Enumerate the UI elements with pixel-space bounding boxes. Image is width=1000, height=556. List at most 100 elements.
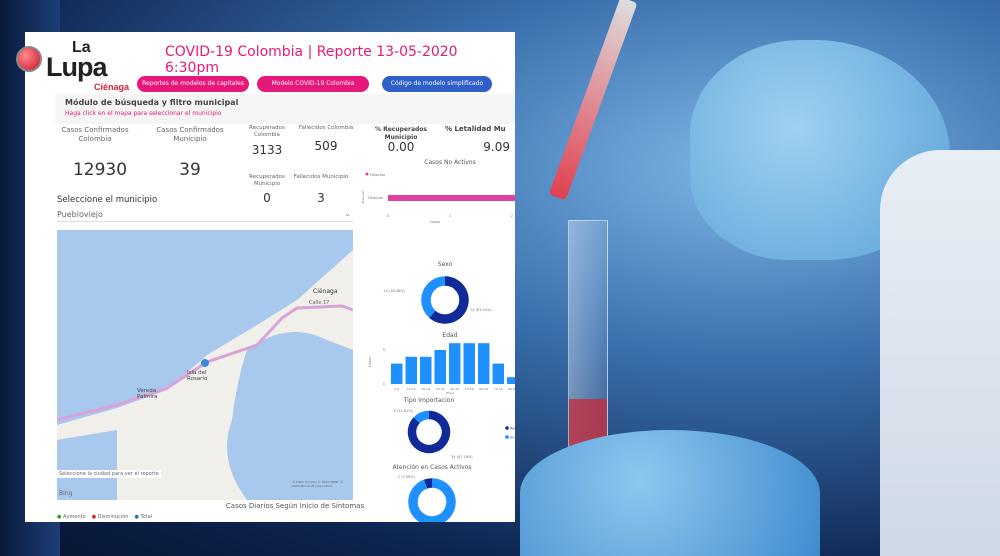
data-label: 34 (87.18%) — [451, 455, 473, 459]
bar — [391, 363, 403, 384]
map-label: Ciénaga — [313, 288, 338, 295]
x-tick: 1 — [449, 214, 451, 218]
kpi-label: Fallecidos Colombia — [298, 125, 354, 131]
capitales-report-button[interactable]: Reportes de modelos de capitales — [137, 76, 249, 92]
donut-slice — [407, 410, 451, 454]
kpi-value: 9.09 — [483, 140, 510, 154]
chart-title: Atención en Casos Activos — [393, 464, 472, 471]
data-label: 5 (12.82%) — [394, 409, 414, 413]
pipette — [548, 0, 638, 201]
x-axis-label: Edad — [446, 391, 454, 395]
x-axis-label: Casos — [430, 220, 441, 224]
la-lupa-logo: La Lupa Ciénaga — [12, 40, 142, 94]
kpi-label: Casos Confirmados Colombia — [61, 126, 129, 144]
logo-line1: La — [72, 39, 91, 56]
bar — [449, 343, 461, 384]
bar — [420, 356, 432, 384]
donut-slice — [408, 478, 456, 522]
kpi-label: Fallecidos Municipio — [293, 174, 349, 180]
municipality-label: Seleccione el municipio — [57, 195, 158, 205]
logo-line3: Ciénaga — [94, 82, 130, 92]
legend-item: ● Total — [134, 514, 153, 520]
covid-model-button[interactable]: Modelo COVID-19 Colombia — [257, 76, 369, 92]
y-tick: 0 — [383, 382, 385, 386]
kpi-label: Casos Confirmados Municipio — [156, 126, 224, 144]
x-tick: 0 — [387, 214, 389, 218]
kpi-value: 3 — [317, 191, 325, 205]
kpi-value: 0 — [263, 191, 271, 205]
map-label: Calle 17 — [309, 300, 330, 306]
charts-area: Casos No Activos Fallecido Fallecido 0 1 2 Cas… — [361, 159, 515, 522]
daily-chart-title: Casos Diarios Según Inicio de Síntomas — [225, 502, 365, 510]
donut-slice — [429, 276, 469, 324]
x-tick: 2 — [511, 214, 513, 218]
kpi-value: 39 — [179, 160, 201, 180]
map[interactable]: Ciénaga Calle 17 Isla del Rosario Vereda… — [57, 230, 353, 500]
dropdown-value: Puebloviejo — [57, 210, 103, 219]
page-title: COVID-19 Colombia | Reporte 13-05-2020 6… — [165, 44, 458, 76]
data-label: 2 (5.56%) — [398, 475, 416, 479]
logo-line2: Lupa — [46, 52, 107, 82]
dashboard: COVID-19 Colombia | Reporte 13-05-2020 6… — [25, 32, 515, 522]
legend-swatch — [505, 426, 509, 430]
kpi-value: 12930 — [72, 160, 128, 180]
donut-slice — [413, 410, 430, 424]
chart-title: Tipo Importacion — [403, 397, 455, 404]
donut-slice — [421, 276, 446, 318]
y-axis-label: Casos — [368, 357, 372, 368]
bar — [463, 343, 475, 384]
module-subtitle: Haga click en el mapa para seleccionar e… — [65, 110, 222, 117]
kpi-label: Recuperados Municipio — [249, 174, 285, 188]
legend-label: Relac — [510, 427, 515, 431]
kpi-value: 509 — [314, 139, 338, 153]
y-axis-label: Atención — [361, 190, 365, 203]
bar — [434, 350, 446, 384]
y-tick: 5 — [383, 348, 385, 352]
code-model-button[interactable]: Código de modelo simplificado — [382, 76, 492, 92]
kpi-value: 0.00 — [387, 140, 415, 154]
chevron-down-icon: ⌄ — [344, 209, 351, 218]
bar-label: Fallecido — [368, 196, 383, 200]
bar — [507, 377, 515, 384]
chart-title: Casos No Activos — [424, 159, 475, 166]
bar — [478, 343, 490, 384]
x-tick: 50-59 — [465, 387, 474, 391]
x-tick: 40-49 — [450, 387, 459, 391]
kpi-label: Recuperados Colombia — [249, 125, 285, 139]
kpi-label: % Recuperados Municipio — [375, 126, 427, 141]
data-label: 24 (61.54%) — [470, 308, 492, 312]
x-tick: 20-29 — [421, 387, 430, 391]
kpi-label: % Letalidad Mu — [445, 125, 506, 133]
map-copyright: © 2020 TomTom © 2020 HERE, © 2020 Micros… — [292, 480, 344, 488]
x-tick: 70-79 — [494, 387, 503, 391]
magnifier-icon — [16, 46, 42, 72]
map-canvas — [57, 250, 353, 500]
donut-slice — [423, 478, 433, 489]
chart-title: Sexo — [438, 261, 453, 268]
legend-label: Fallecido — [370, 173, 385, 177]
x-tick: 30-39 — [436, 387, 445, 391]
map-hint: Seleccione la ciudad para ver el reporte — [57, 470, 161, 478]
kpi-value: 3133 — [251, 143, 283, 157]
module-title: Módulo de búsqueda y filtro municipal — [65, 98, 239, 107]
map-label: Isla del Rosario — [187, 370, 208, 382]
bar — [388, 195, 515, 201]
bing-logo: Bing — [59, 490, 73, 497]
bar — [405, 356, 417, 384]
x-tick: 10-19 — [407, 387, 416, 391]
data-label: 15 (38.46%) — [383, 289, 405, 293]
legend-label: En e — [510, 436, 515, 440]
legend-swatch — [505, 435, 509, 439]
municipality-dropdown[interactable]: Puebloviejo ⌄ — [57, 208, 353, 222]
legend-swatch — [365, 172, 369, 176]
daily-legend: ● Aumento ● Disminución ● Total — [57, 514, 152, 520]
bar — [492, 363, 504, 384]
legend-item: ● Aumento — [57, 514, 86, 520]
chart-title: Edad — [442, 332, 457, 339]
map-label: Vereda Palmira — [137, 388, 158, 400]
lab-coat — [880, 150, 1000, 556]
legend-item: ● Disminución — [91, 514, 129, 520]
x-tick: 0-9 — [394, 387, 399, 391]
module-header: Módulo de búsqueda y filtro municipal Ha… — [55, 94, 515, 124]
x-tick: 80-89 — [508, 387, 515, 391]
